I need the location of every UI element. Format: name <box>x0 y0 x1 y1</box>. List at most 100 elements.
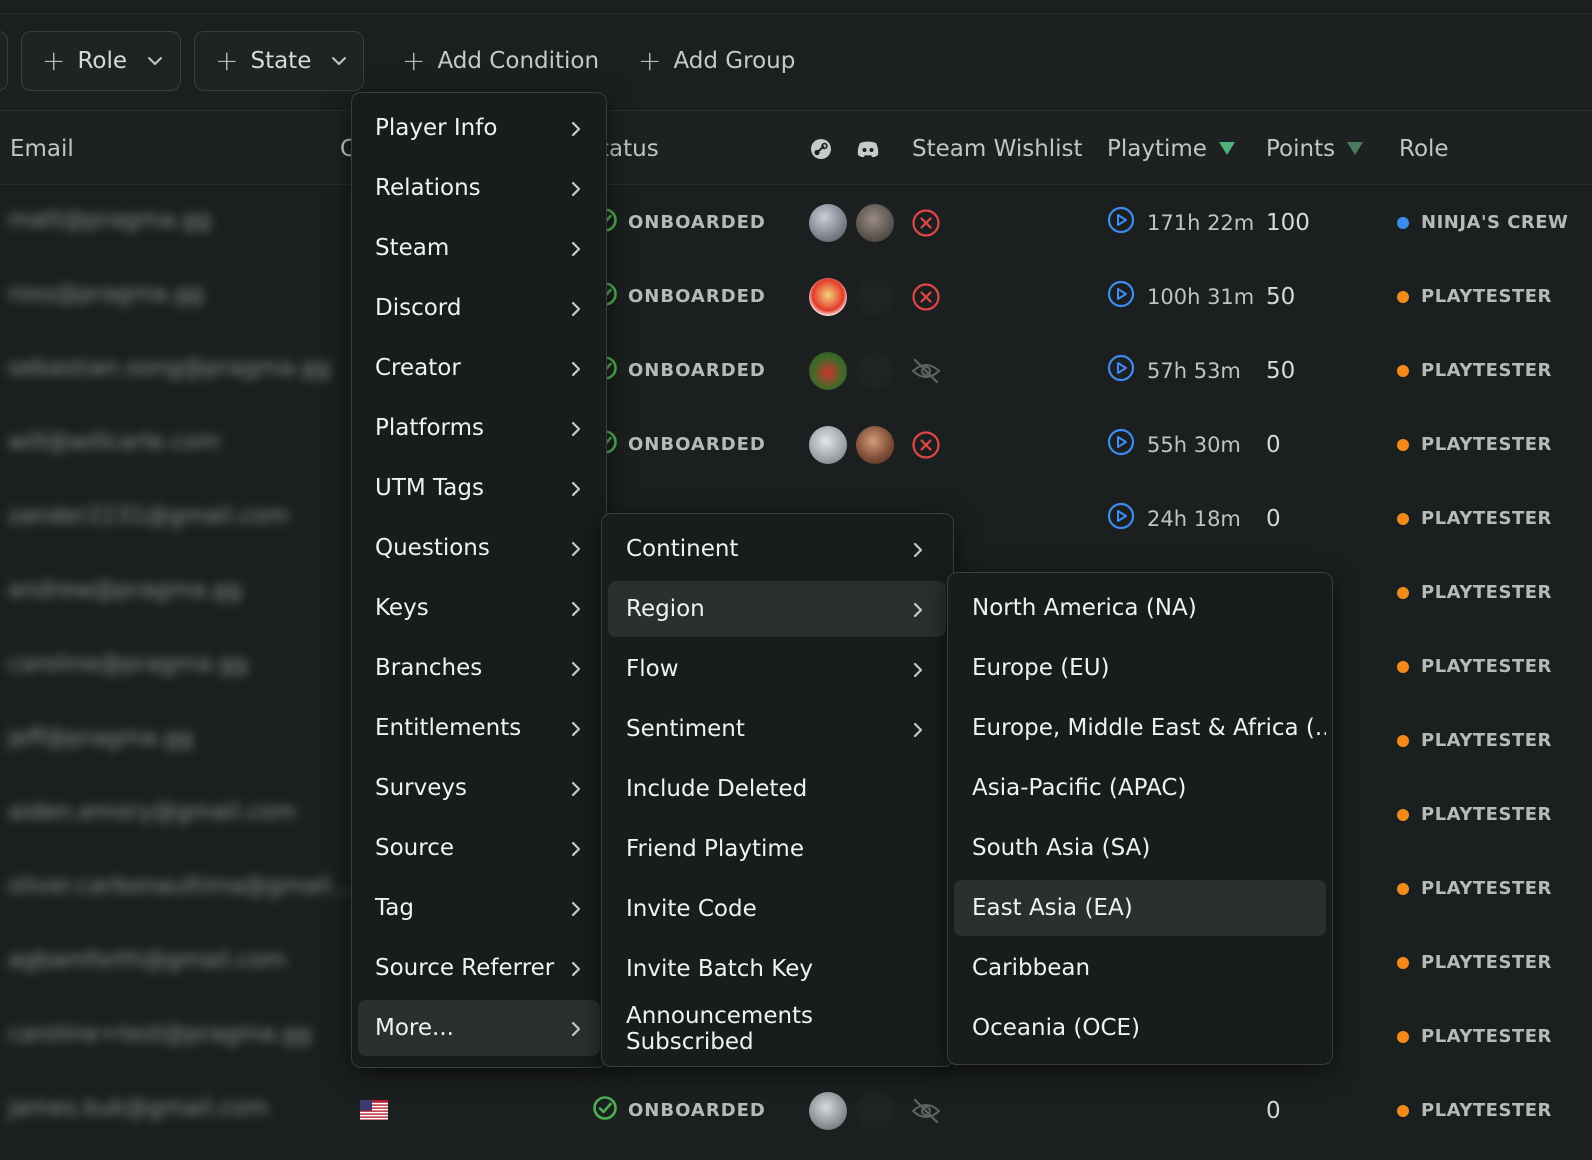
table-row[interactable]: james.kuk@gmail.com ONBOARDED 0 PLAYTESTER <box>0 1073 1592 1148</box>
menu-item-relations[interactable]: Relations <box>358 160 600 216</box>
chevron-right-icon <box>570 538 582 564</box>
chevron-right-icon <box>570 358 582 384</box>
menu-item-label: Discord <box>375 295 462 321</box>
header-status[interactable]: tatus <box>600 135 659 162</box>
header-steam-wishlist[interactable]: Steam Wishlist <box>912 135 1083 162</box>
role-label: PLAYTESTER <box>1421 360 1552 381</box>
play-icon[interactable] <box>1107 428 1147 461</box>
play-icon[interactable] <box>1107 206 1147 239</box>
role-cell: PLAYTESTER <box>1397 1073 1552 1148</box>
menu-item-surveys[interactable]: Surveys <box>358 760 600 816</box>
status-cell: ONBOARDED <box>592 185 766 260</box>
role-filter-button[interactable]: + Role <box>21 31 181 91</box>
menu-item-questions[interactable]: Questions <box>358 520 600 576</box>
role-cell: PLAYTESTER <box>1397 481 1552 556</box>
chevron-right-icon <box>570 418 582 444</box>
table-row[interactable]: will@willcarle.com ONBOARDED 55h 30m 0 PLAYT… <box>0 407 1592 482</box>
header-role[interactable]: Role <box>1399 135 1449 162</box>
play-icon[interactable] <box>1107 502 1147 535</box>
menu-item-branches[interactable]: Branches <box>358 640 600 696</box>
region-option-oceania-oce[interactable]: Oceania (OCE) <box>954 1000 1326 1056</box>
header-points[interactable]: Points <box>1266 111 1364 186</box>
menu-item-sentiment[interactable]: Sentiment <box>608 701 946 757</box>
menu-item-platforms[interactable]: Platforms <box>358 400 600 456</box>
menu-item-entitlements[interactable]: Entitlements <box>358 700 600 756</box>
table-row[interactable]: matt@pragma.gg ONBOARDED 171h 22m 100 NINJA'… <box>0 185 1592 260</box>
status-cell: ONBOARDED <box>592 333 766 408</box>
discord-avatar <box>856 278 894 316</box>
not-wishlisted-icon <box>910 207 942 239</box>
table-row[interactable]: ross@pragma.gg ONBOARDED 100h 31m 50 PLAYTES… <box>0 259 1592 334</box>
menu-item-include-deleted[interactable]: Include Deleted <box>608 761 946 817</box>
role-cell: PLAYTESTER <box>1397 851 1552 926</box>
menu-item-flow[interactable]: Flow <box>608 641 946 697</box>
menu-item-player-info[interactable]: Player Info <box>358 100 600 156</box>
play-icon[interactable] <box>1107 354 1147 387</box>
region-option-east-asia-ea[interactable]: East Asia (EA) <box>954 880 1326 936</box>
region-option-europe-middle-east-africa[interactable]: Europe, Middle East & Africa (... <box>954 700 1326 756</box>
menu-item-continent[interactable]: Continent <box>608 521 946 577</box>
sort-desc-icon[interactable] <box>1347 142 1364 155</box>
region-option-south-asia-sa[interactable]: South Asia (SA) <box>954 820 1326 876</box>
menu-item-label: Tag <box>375 895 414 921</box>
discord-avatar <box>856 204 894 242</box>
state-filter-button[interactable]: + State <box>194 31 364 91</box>
table-row[interactable]: sebastian.song@pragma.gg ONBOARDED 57h 53m… <box>0 333 1592 408</box>
region-option-label: Oceania (OCE) <box>972 1015 1141 1041</box>
menu-item-friend-playtime[interactable]: Friend Playtime <box>608 821 946 877</box>
role-color-dot <box>1397 660 1409 673</box>
menu-item-tag[interactable]: Tag <box>358 880 600 936</box>
menu-item-label: Region <box>626 596 705 622</box>
wishlist-hidden-icon <box>910 1095 942 1127</box>
chevron-right-icon <box>912 599 924 625</box>
menu-item-region[interactable]: Region <box>608 581 946 637</box>
header-playtime[interactable]: Playtime <box>1107 111 1235 186</box>
menu-item-utm-tags[interactable]: UTM Tags <box>358 460 600 516</box>
table-row[interactable]: oliver.carbonaultima@gmail... PLAYTESTER <box>0 851 1592 926</box>
sort-desc-icon[interactable] <box>1218 142 1235 155</box>
menu-item-announcements-subscribed[interactable]: Announcements Subscribed <box>608 1001 946 1057</box>
play-icon[interactable] <box>1107 280 1147 313</box>
email-cell: jeff@pragma.gg <box>8 725 194 751</box>
table-row[interactable]: jeff@pragma.gg PLAYTESTER <box>0 703 1592 778</box>
table-row[interactable]: aiden.emory@gmail.com PLAYTESTER <box>0 777 1592 852</box>
steam-avatar <box>809 426 847 464</box>
table-row[interactable]: agbamforth@gmail.com PLAYTESTER <box>0 925 1592 1000</box>
menu-item-creator[interactable]: Creator <box>358 340 600 396</box>
menu-item-steam[interactable]: Steam <box>358 220 600 276</box>
region-option-label: Asia-Pacific (APAC) <box>972 775 1187 801</box>
steam-avatar <box>809 352 847 390</box>
add-condition-button[interactable]: + Add Condition <box>402 31 599 91</box>
add-group-button[interactable]: + Add Group <box>638 31 795 91</box>
chevron-down-icon <box>147 56 163 66</box>
table-row[interactable]: zander2231@gmail.com 24h 18m 0 PLAYTESTER <box>0 481 1592 556</box>
table-row[interactable]: andrew@pragma.gg PLAYTESTER <box>0 555 1592 630</box>
menu-item-source-referrer[interactable]: Source Referrer <box>358 940 600 996</box>
role-label: PLAYTESTER <box>1421 1100 1552 1121</box>
toolbar-previous-button-stub[interactable] <box>0 31 8 91</box>
header-email[interactable]: Email <box>10 135 74 162</box>
region-option-asia-pacific-apac[interactable]: Asia-Pacific (APAC) <box>954 760 1326 816</box>
menu-item-invite-batch-key[interactable]: Invite Batch Key <box>608 941 946 997</box>
region-option-north-america-na[interactable]: North America (NA) <box>954 580 1326 636</box>
menu-item-more[interactable]: More... <box>358 1000 600 1056</box>
table-row[interactable]: caroline+test@pragma.gg PLAYTESTER <box>0 999 1592 1074</box>
menu-item-label: Friend Playtime <box>626 836 804 862</box>
region-option-europe-eu[interactable]: Europe (EU) <box>954 640 1326 696</box>
not-wishlisted-icon <box>910 429 942 461</box>
menu-item-label: Source Referrer <box>375 955 555 981</box>
table-row[interactable]: caroline@pragma.gg PLAYTESTER <box>0 629 1592 704</box>
menu-item-label: Branches <box>375 655 483 681</box>
chevron-right-icon <box>570 718 582 744</box>
email-cell: andrew@pragma.gg <box>8 577 242 603</box>
menu-item-keys[interactable]: Keys <box>358 580 600 636</box>
status-cell: ONBOARDED <box>592 1073 766 1148</box>
menu-item-invite-code[interactable]: Invite Code <box>608 881 946 937</box>
region-option-caribbean[interactable]: Caribbean <box>954 940 1326 996</box>
menu-item-source[interactable]: Source <box>358 820 600 876</box>
email-cell: ross@pragma.gg <box>8 281 204 307</box>
menu-item-label: Creator <box>375 355 461 381</box>
filter-toolbar: + Role + State + Add Condition + Add Gro… <box>0 31 1592 91</box>
menu-item-discord[interactable]: Discord <box>358 280 600 336</box>
plus-icon: + <box>402 44 426 77</box>
